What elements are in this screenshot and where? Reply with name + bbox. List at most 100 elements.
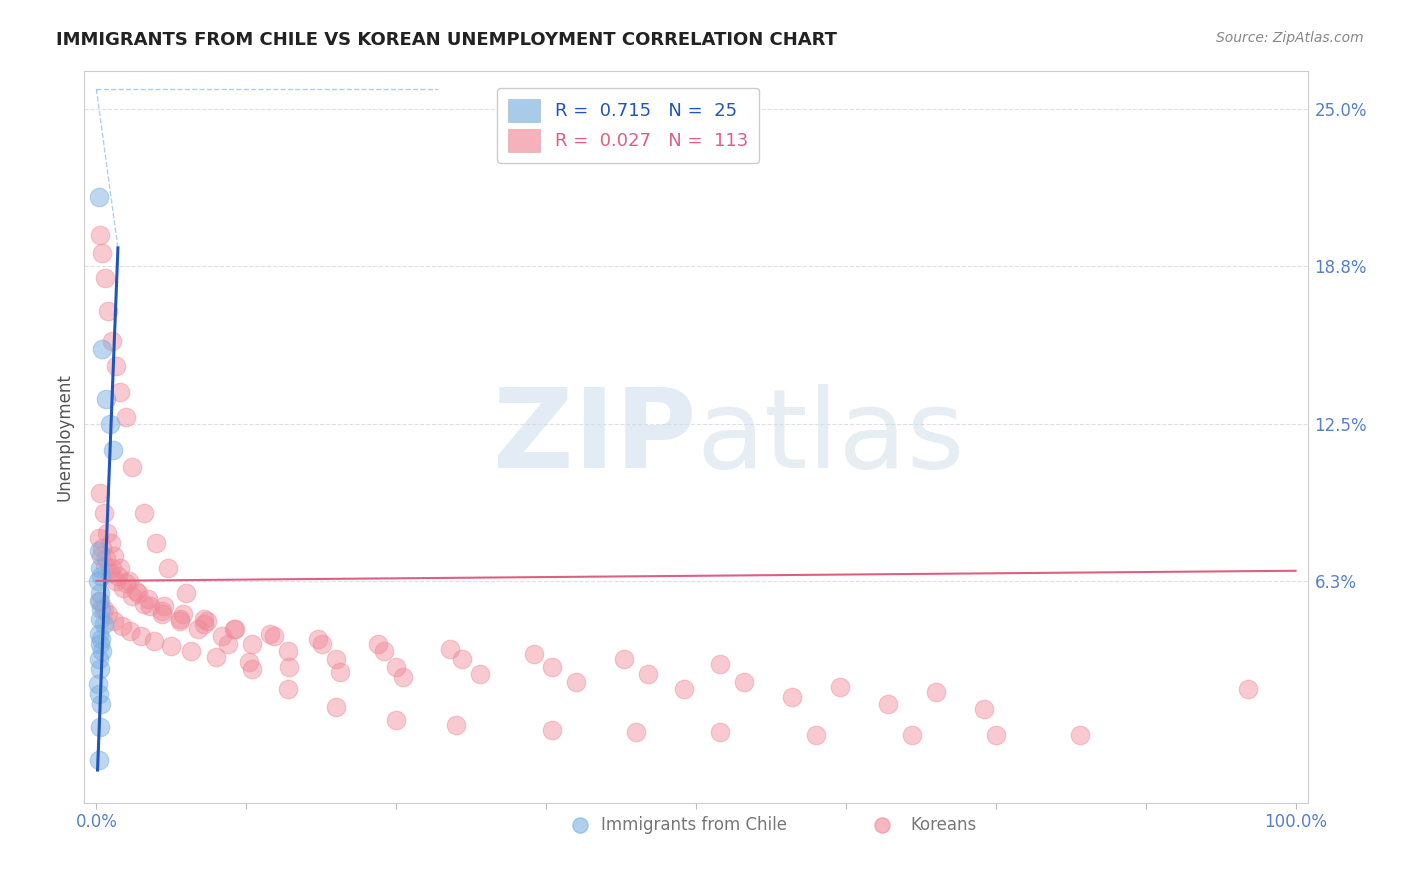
Point — [93, 558, 117, 573]
Point — [98, 417, 121, 432]
Point — [901, 728, 924, 742]
Point — [129, 629, 152, 643]
Point — [110, 561, 132, 575]
Point — [89, 637, 111, 651]
Point — [101, 442, 124, 457]
Point — [828, 680, 851, 694]
Point — [193, 612, 215, 626]
Point — [1236, 682, 1258, 697]
Point — [278, 659, 301, 673]
Point — [93, 506, 115, 520]
Point — [973, 702, 995, 716]
Point — [541, 723, 564, 737]
Point — [217, 637, 239, 651]
Point — [87, 687, 110, 701]
Point — [139, 599, 162, 613]
Point — [110, 619, 132, 633]
Point — [150, 607, 173, 621]
Point — [180, 644, 202, 658]
Point — [224, 622, 246, 636]
Point — [89, 586, 111, 600]
Point — [277, 682, 299, 697]
Point — [115, 576, 138, 591]
Point — [91, 644, 114, 658]
Point — [259, 627, 281, 641]
Point — [174, 586, 197, 600]
Text: IMMIGRANTS FROM CHILE VS KOREAN UNEMPLOYMENT CORRELATION CHART: IMMIGRANTS FROM CHILE VS KOREAN UNEMPLOY… — [56, 31, 837, 49]
Point — [444, 717, 467, 731]
Point — [87, 531, 110, 545]
Point — [87, 190, 110, 204]
Point — [568, 818, 592, 832]
Point — [172, 607, 194, 621]
Point — [127, 586, 149, 600]
Point — [107, 569, 129, 583]
Point — [89, 485, 111, 500]
Point — [224, 622, 246, 636]
Point — [238, 655, 260, 669]
Point — [134, 506, 156, 520]
Point — [100, 536, 122, 550]
Point — [193, 616, 215, 631]
Point — [87, 652, 110, 666]
Point — [541, 659, 564, 673]
Point — [876, 698, 898, 712]
Point — [367, 637, 389, 651]
Text: Koreans: Koreans — [911, 816, 977, 834]
Text: ZIP: ZIP — [492, 384, 696, 491]
Point — [385, 659, 408, 673]
Point — [780, 690, 803, 704]
Point — [89, 594, 111, 608]
Point — [93, 616, 115, 631]
Point — [1069, 728, 1091, 742]
Text: Immigrants from Chile: Immigrants from Chile — [602, 816, 787, 834]
Point — [392, 670, 415, 684]
Point — [385, 713, 408, 727]
Point — [240, 637, 263, 651]
Point — [89, 228, 111, 243]
Point — [277, 644, 299, 658]
Point — [145, 536, 167, 550]
Point — [205, 649, 228, 664]
Legend: R =  0.715   N =  25, R =  0.027   N =  113: R = 0.715 N = 25, R = 0.027 N = 113 — [498, 87, 759, 163]
Point — [101, 334, 124, 349]
Point — [523, 647, 546, 661]
Point — [94, 392, 117, 407]
Point — [439, 642, 461, 657]
Point — [613, 652, 636, 666]
Point — [110, 384, 132, 399]
Point — [804, 728, 827, 742]
Point — [325, 652, 347, 666]
Point — [89, 561, 111, 575]
Point — [104, 574, 127, 588]
Point — [90, 632, 112, 646]
Point — [118, 574, 141, 588]
Point — [637, 667, 659, 681]
Point — [97, 607, 120, 621]
Point — [103, 549, 125, 563]
Point — [709, 725, 731, 739]
Point — [240, 662, 263, 676]
Point — [87, 627, 110, 641]
Point — [90, 549, 112, 563]
Point — [121, 589, 143, 603]
Point — [89, 720, 111, 734]
Point — [451, 652, 474, 666]
Point — [187, 622, 209, 636]
Point — [150, 604, 173, 618]
Point — [672, 682, 695, 697]
Point — [565, 674, 588, 689]
Point — [104, 359, 127, 374]
Point — [709, 657, 731, 671]
Point — [159, 640, 181, 654]
Point — [90, 601, 112, 615]
Point — [89, 612, 111, 626]
Point — [195, 614, 218, 628]
Point — [118, 624, 141, 639]
Point — [121, 460, 143, 475]
Point — [97, 304, 120, 318]
Point — [93, 271, 117, 285]
Y-axis label: Unemployment: Unemployment — [55, 373, 73, 501]
Point — [98, 566, 121, 581]
Point — [91, 541, 114, 555]
